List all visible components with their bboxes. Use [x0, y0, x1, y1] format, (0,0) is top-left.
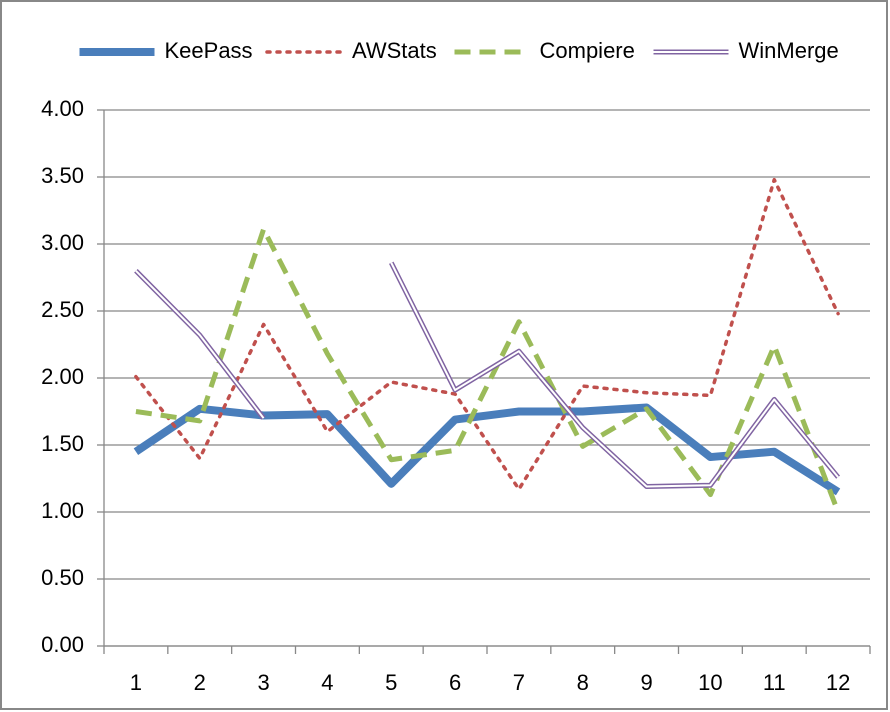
- x-tick-label: 6: [449, 670, 461, 695]
- y-tick-label: 0.50: [41, 565, 84, 590]
- legend-label: Compiere: [540, 38, 635, 63]
- x-tick-label: 4: [321, 670, 333, 695]
- x-tick-label: 7: [513, 670, 525, 695]
- y-tick-label: 4.00: [41, 96, 84, 121]
- series-line-inner: [135, 262, 839, 488]
- y-tick-label: 2.00: [41, 364, 84, 389]
- y-tick-label: 1.50: [41, 431, 84, 456]
- x-tick-label: 10: [698, 670, 722, 695]
- series-line: [133, 403, 841, 496]
- x-tick-label: 3: [257, 670, 269, 695]
- x-tick-label: 8: [577, 670, 589, 695]
- x-tick-label: 2: [194, 670, 206, 695]
- x-tick-label: 9: [640, 670, 652, 695]
- y-tick-label: 3.50: [41, 163, 84, 188]
- legend-label: WinMerge: [739, 38, 839, 63]
- x-tick-label: 11: [763, 670, 786, 695]
- y-tick-label: 0.00: [41, 632, 84, 657]
- y-tick-label: 2.50: [41, 297, 84, 322]
- legend-label: AWStats: [352, 38, 437, 63]
- y-tick-label: 3.00: [41, 230, 84, 255]
- y-tick-label: 1.00: [41, 498, 84, 523]
- x-tick-label: 12: [826, 670, 850, 695]
- legend-label: KeePass: [165, 38, 253, 63]
- x-tick-label: 1: [130, 670, 142, 695]
- series-line: [134, 177, 840, 491]
- x-tick-label: 5: [385, 670, 397, 695]
